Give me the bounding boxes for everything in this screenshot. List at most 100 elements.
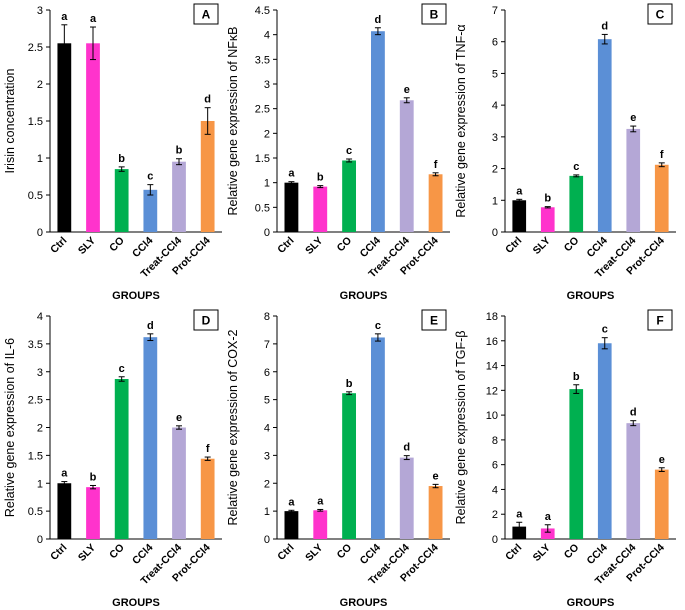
y-tick-label: 0 bbox=[37, 534, 43, 546]
y-tick-label: 1.5 bbox=[255, 153, 270, 165]
y-tick-label: 1 bbox=[264, 178, 270, 190]
significance-letter: e bbox=[659, 454, 665, 466]
y-tick-label: 1 bbox=[37, 478, 43, 490]
x-tick-label: CO bbox=[562, 542, 582, 562]
y-axis-label: Relative gene expression of COX-2 bbox=[226, 329, 240, 525]
y-tick-label: 2 bbox=[37, 79, 43, 91]
bar-ctrl bbox=[57, 43, 72, 232]
significance-letter: a bbox=[545, 511, 552, 523]
x-tick-label: SLY bbox=[531, 542, 553, 564]
bar-treat-ccl4 bbox=[626, 423, 641, 539]
y-axis-label: Relative gene expression of TGF-β bbox=[454, 331, 468, 525]
y-tick-label: 4 bbox=[492, 484, 498, 496]
y-tick-label: 12 bbox=[486, 385, 498, 397]
y-tick-label: 0.5 bbox=[28, 190, 43, 202]
y-tick-label: 2.5 bbox=[255, 104, 270, 116]
x-tick-label: Ctrl bbox=[275, 542, 296, 563]
y-tick-label: 1.5 bbox=[28, 116, 43, 128]
bar-prot-ccl4 bbox=[428, 174, 443, 232]
x-tick-label: Ctrl bbox=[275, 235, 296, 256]
bar-ctrl bbox=[284, 511, 299, 539]
bar-co bbox=[342, 160, 357, 232]
x-tick-label: Ctrl bbox=[48, 235, 69, 256]
significance-letter: d bbox=[147, 320, 154, 332]
y-tick-label: 1.5 bbox=[28, 450, 43, 462]
significance-letter: f bbox=[434, 159, 438, 171]
panel-letter-box bbox=[421, 309, 447, 331]
x-tick-label: Ctrl bbox=[48, 542, 69, 563]
significance-letter: d bbox=[601, 20, 608, 32]
y-tick-label: 6 bbox=[492, 460, 498, 472]
bar-ccl4 bbox=[370, 31, 385, 232]
significance-letter: b bbox=[346, 378, 353, 390]
significance-letter: c bbox=[119, 363, 125, 375]
chart-panel-b: 0 0.5 1 1.5 2 2.5 3 3.5 4 4.5 Relative gene expres… bbox=[226, 3, 450, 302]
x-tick-label: CCl4 bbox=[358, 235, 384, 261]
panel-letter-box bbox=[647, 3, 673, 25]
y-tick-label: 5 bbox=[264, 395, 270, 407]
y-tick-label: 3 bbox=[37, 367, 43, 379]
bar-sly bbox=[540, 207, 555, 232]
y-tick-label: 3.5 bbox=[28, 339, 43, 351]
y-axis-label: Relative gene expression of TNF-α bbox=[454, 24, 468, 217]
x-tick-label: Ctrl bbox=[503, 235, 524, 256]
bar-ccl4 bbox=[143, 337, 158, 539]
x-tick-label: CCl4 bbox=[584, 542, 610, 568]
significance-letter: b bbox=[544, 193, 551, 205]
y-tick-label: 6 bbox=[492, 37, 498, 49]
significance-letter: f bbox=[660, 149, 664, 161]
significance-letter: d bbox=[403, 442, 410, 454]
x-tick-label: SLY bbox=[531, 235, 553, 257]
x-axis-label: GROUPS bbox=[567, 290, 615, 302]
y-tick-label: 8 bbox=[492, 435, 498, 447]
y-tick-label: 3.5 bbox=[255, 54, 270, 66]
y-tick-label: 7 bbox=[492, 5, 498, 17]
x-tick-label: SLY bbox=[303, 542, 325, 564]
bar-sly bbox=[86, 43, 100, 232]
y-tick-label: 2 bbox=[264, 128, 270, 140]
bar-treat-ccl4 bbox=[626, 128, 641, 232]
significance-letter: c bbox=[147, 171, 153, 183]
significance-letter: d bbox=[630, 407, 637, 419]
y-tick-label: 1 bbox=[37, 153, 43, 165]
y-tick-label: 0 bbox=[492, 534, 498, 546]
significance-letter: e bbox=[630, 112, 636, 124]
y-tick-label: 8 bbox=[264, 311, 270, 323]
bar-ccl4 bbox=[597, 343, 612, 539]
bar-ctrl bbox=[512, 200, 527, 232]
bar-ccl4 bbox=[597, 39, 612, 233]
y-axis-label: Irisin concentration bbox=[3, 68, 17, 173]
bar-ctrl bbox=[57, 483, 72, 539]
bar-prot-ccl4 bbox=[654, 164, 669, 232]
panel-letter: E bbox=[430, 314, 438, 328]
y-tick-label: 4 bbox=[37, 311, 43, 323]
bar-ctrl bbox=[512, 526, 527, 539]
y-tick-label: 3 bbox=[492, 132, 498, 144]
significance-letter: b bbox=[176, 145, 183, 157]
bar-prot-ccl4 bbox=[200, 458, 215, 539]
chart-panel-f: 0 2 4 6 8 10 12 14 16 18 Relative gene expression … bbox=[454, 309, 676, 609]
significance-letter: c bbox=[375, 320, 381, 332]
panel-letter-box bbox=[193, 309, 219, 331]
y-tick-label: 3 bbox=[264, 79, 270, 91]
panel-letter: C bbox=[656, 8, 665, 22]
x-axis-label: GROUPS bbox=[567, 597, 615, 609]
y-tick-label: 0 bbox=[492, 227, 498, 239]
bar-treat-ccl4 bbox=[172, 427, 186, 539]
chart-panel-e: 0 1 2 3 4 5 6 7 8 Relative gene expression of COX… bbox=[226, 309, 450, 609]
y-axis-label: Relative gene expression of NFκB bbox=[226, 27, 240, 216]
significance-letter: b bbox=[90, 471, 97, 483]
significance-letter: b bbox=[317, 172, 324, 184]
chart-panel-c: 0 1 2 3 4 5 6 7 Relative gene expression of TNF-… bbox=[454, 3, 676, 302]
y-tick-label: 4.5 bbox=[255, 5, 270, 17]
y-tick-label: 16 bbox=[486, 336, 498, 348]
y-tick-label: 7 bbox=[264, 339, 270, 351]
x-tick-label: CCl4 bbox=[358, 542, 384, 568]
bar-co bbox=[114, 378, 129, 539]
y-tick-label: 0.5 bbox=[255, 202, 270, 214]
x-tick-label: CCl4 bbox=[130, 542, 156, 568]
x-tick-label: CO bbox=[562, 235, 582, 255]
significance-letter: c bbox=[346, 145, 352, 157]
significance-letter: d bbox=[375, 14, 382, 26]
